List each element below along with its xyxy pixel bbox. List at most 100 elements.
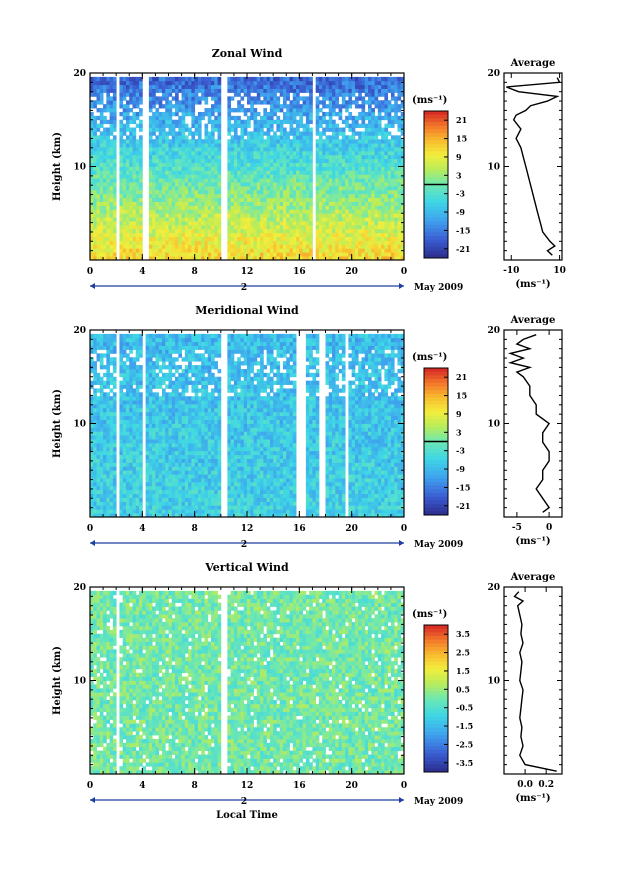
average-profile-line bbox=[506, 77, 561, 256]
x-tick-label: 12 bbox=[241, 267, 254, 277]
average-frame bbox=[503, 72, 563, 261]
x-tick-label: 12 bbox=[241, 524, 254, 534]
colorbar-tick-label: -15 bbox=[456, 225, 470, 235]
x-tick-label: 0 bbox=[87, 781, 93, 791]
x-tick-label: 4 bbox=[139, 267, 145, 277]
colorbar: 21 15 9 3 -3 -9 -15 -21 bbox=[423, 110, 470, 259]
average-profile-line bbox=[513, 591, 557, 772]
colorbar-unit: (ms⁻¹) bbox=[412, 609, 447, 620]
average-panel: Average 0.0 0.2 20 10 (ms⁻¹) bbox=[487, 572, 563, 804]
average-title: Average bbox=[510, 58, 556, 69]
y-tick-label: 20 bbox=[73, 326, 86, 336]
average-x-tick-label: 0.0 bbox=[517, 780, 533, 790]
panel-title: Zonal Wind bbox=[212, 47, 283, 60]
colorbar-tick-label: 1.5 bbox=[456, 666, 470, 676]
colorbar-tick-label: -0.5 bbox=[456, 703, 473, 713]
colorbar-tick-label: -21 bbox=[456, 501, 470, 511]
x-tick-label: 8 bbox=[192, 524, 198, 534]
x-tick-label: 20 bbox=[345, 524, 358, 534]
x-tick-label: 20 bbox=[345, 781, 358, 791]
y-axis-label: Height (km) bbox=[52, 132, 63, 201]
date-label: May 2009 bbox=[414, 540, 463, 550]
colorbar: 21 15 9 3 -3 -9 -15 -21 bbox=[423, 367, 470, 516]
average-x-tick-label: 10 bbox=[553, 266, 566, 276]
colorbar-tick-label: 21 bbox=[456, 115, 467, 125]
y-tick-label: 10 bbox=[73, 420, 86, 430]
average-y-tick-label: 20 bbox=[487, 69, 500, 79]
panel-title: Vertical Wind bbox=[204, 561, 289, 574]
colorbar-tick-label: 21 bbox=[456, 372, 467, 382]
colorbar-tick-label: 3 bbox=[456, 427, 462, 437]
x-tick-label: 16 bbox=[293, 781, 306, 791]
average-profile-line bbox=[507, 334, 551, 513]
colorbar-tick-label: 15 bbox=[456, 134, 467, 144]
colorbar-tick-label: -3.5 bbox=[456, 758, 473, 768]
colorbar-tick-label: -21 bbox=[456, 244, 470, 254]
x-tick-label: 0 bbox=[401, 267, 407, 277]
average-x-tick-label: -10 bbox=[503, 266, 519, 276]
date-label: May 2009 bbox=[414, 797, 463, 807]
average-x-tick-label: 0 bbox=[546, 523, 552, 533]
average-y-tick-label: 10 bbox=[487, 420, 500, 430]
average-y-tick-label: 10 bbox=[487, 163, 500, 173]
colorbar-tick-label: 2.5 bbox=[456, 648, 470, 658]
panel-2: Vertical Wind 0 4 8 12 16 20 0 20 10 Height (km) 2 M… bbox=[52, 561, 563, 821]
x-tick-label: 12 bbox=[241, 781, 254, 791]
colorbar-unit: (ms⁻¹) bbox=[412, 352, 447, 363]
panel-0: Zonal Wind 0 4 8 12 16 20 0 20 10 Height (km) 2 May … bbox=[52, 47, 566, 293]
average-x-label: (ms⁻¹) bbox=[515, 536, 550, 547]
panel-title: Meridional Wind bbox=[195, 304, 299, 317]
colorbar-unit: (ms⁻¹) bbox=[412, 95, 447, 106]
average-frame bbox=[503, 329, 563, 518]
colorbar-tick-label: 15 bbox=[456, 391, 467, 401]
heatmap-cells bbox=[90, 590, 405, 775]
date-label: May 2009 bbox=[414, 283, 463, 293]
y-axis-label: Height (km) bbox=[52, 646, 63, 715]
x-tick-label: 8 bbox=[192, 267, 198, 277]
colorbar-tick-label: -15 bbox=[456, 482, 470, 492]
average-title: Average bbox=[510, 315, 556, 326]
average-x-tick-label: 0.2 bbox=[538, 780, 554, 790]
colorbar-tick-label: -9 bbox=[456, 207, 465, 217]
average-panel: Average -5 0 20 10 (ms⁻¹) bbox=[487, 315, 563, 547]
colorbar-tick-label: 9 bbox=[456, 409, 462, 419]
heatmap-cells bbox=[90, 333, 405, 518]
average-title: Average bbox=[510, 572, 556, 583]
average-y-tick-label: 20 bbox=[487, 583, 500, 593]
y-tick-label: 20 bbox=[73, 583, 86, 593]
y-tick-label: 20 bbox=[73, 69, 86, 79]
x-tick-label: 0 bbox=[401, 524, 407, 534]
x-tick-label: 4 bbox=[139, 781, 145, 791]
colorbar-tick-label: -3 bbox=[456, 189, 465, 199]
heatmap-cells bbox=[90, 76, 405, 261]
colorbar-tick-label: 0.5 bbox=[456, 684, 470, 694]
x-tick-label: 0 bbox=[401, 781, 407, 791]
colorbar-tick-label: 9 bbox=[456, 152, 462, 162]
average-x-label: (ms⁻¹) bbox=[515, 279, 550, 290]
colorbar-tick-label: 3.5 bbox=[456, 629, 470, 639]
average-x-tick-label: -5 bbox=[512, 523, 522, 533]
date-marker: 2 bbox=[241, 540, 247, 550]
x-tick-label: 16 bbox=[293, 524, 306, 534]
x-axis-label: Local Time bbox=[216, 810, 278, 821]
date-marker: 2 bbox=[241, 797, 247, 807]
average-y-tick-label: 20 bbox=[487, 326, 500, 336]
colorbar: 3.5 2.5 1.5 0.5 -0.5 -1.5 -2.5 -3.5 bbox=[423, 624, 473, 773]
colorbar-tick-label: -9 bbox=[456, 464, 465, 474]
x-tick-label: 0 bbox=[87, 524, 93, 534]
average-frame bbox=[503, 586, 563, 775]
y-axis-label: Height (km) bbox=[52, 389, 63, 458]
x-tick-label: 0 bbox=[87, 267, 93, 277]
y-tick-label: 10 bbox=[73, 163, 86, 173]
date-marker: 2 bbox=[241, 283, 247, 293]
colorbar-tick-label: -1.5 bbox=[456, 721, 473, 731]
y-tick-label: 10 bbox=[73, 677, 86, 687]
colorbar-tick-label: 3 bbox=[456, 170, 462, 180]
x-tick-label: 16 bbox=[293, 267, 306, 277]
x-tick-label: 20 bbox=[345, 267, 358, 277]
x-tick-label: 4 bbox=[139, 524, 145, 534]
colorbar-tick-label: -2.5 bbox=[456, 739, 473, 749]
